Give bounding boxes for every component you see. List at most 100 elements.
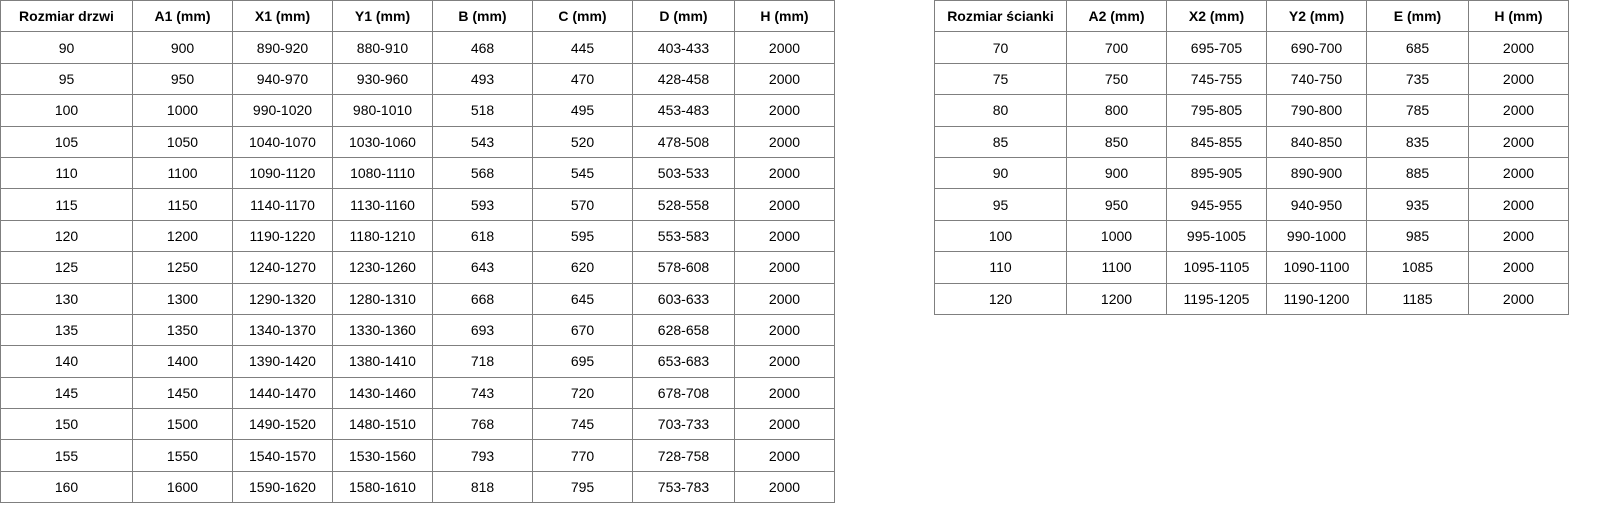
table-cell: 835 (1366, 125, 1469, 158)
table-cell: 1600 (132, 470, 233, 504)
table-cell: 110 (934, 251, 1067, 284)
table-row: 160 1600 1590-1620 1580-1610 818 795 753-783 20… (0, 470, 835, 504)
table-cell: 1185 (1366, 282, 1469, 315)
table-cell: 1080-1110 (332, 156, 433, 190)
table-cell: 2000 (734, 282, 835, 315)
table-cell: 900 (132, 31, 233, 64)
table-cell: 940-950 (1266, 188, 1367, 221)
table-cell: 1085 (1366, 251, 1469, 284)
table-cell: 2000 (734, 439, 835, 472)
table-cell: 950 (1066, 188, 1167, 221)
table-cell: 795-805 (1166, 94, 1267, 127)
table-cell: 818 (432, 470, 533, 504)
table-cell: 445 (532, 31, 633, 64)
table-cell: 2000 (1468, 219, 1569, 253)
table-cell: 2000 (1468, 31, 1569, 64)
table-cell: 985 (1366, 219, 1469, 253)
table-cell: 695-705 (1166, 31, 1267, 64)
table-cell: 2000 (734, 31, 835, 64)
table-cell: 145 (0, 376, 133, 410)
table-cell: 785 (1366, 94, 1469, 127)
table-cell: 2000 (734, 470, 835, 504)
table-cell: 1180-1210 (332, 219, 433, 253)
table-cell: 1530-1560 (332, 439, 433, 472)
table-cell: 628-658 (632, 313, 735, 347)
table-cell: 695 (532, 345, 633, 378)
table-cell: 403-433 (632, 31, 735, 64)
table-cell: 1040-1070 (232, 125, 333, 158)
wall-size-table: Rozmiar ścianki A2 (mm) X2 (mm) Y2 (mm) E (m… (934, 0, 1569, 315)
table-cell: 115 (0, 188, 133, 221)
table-cell: 2000 (734, 251, 835, 284)
table-cell: 643 (432, 251, 533, 284)
column-header: E (mm) (1366, 0, 1469, 33)
table-cell: 1400 (132, 345, 233, 378)
table-cell: 2000 (734, 94, 835, 127)
table-cell: 470 (532, 62, 633, 96)
table-row: 140 1400 1390-1420 1380-1410 718 695 653-683 20… (0, 345, 835, 378)
table-cell: 1430-1460 (332, 376, 433, 410)
table-cell: 690-700 (1266, 31, 1367, 64)
table-cell: 1100 (132, 156, 233, 190)
table-cell: 1195-1205 (1166, 282, 1267, 315)
table-cell: 693 (432, 313, 533, 347)
table-cell: 1580-1610 (332, 470, 433, 504)
table-cell: 1500 (132, 408, 233, 441)
table-row: 120 1200 1195-1205 1190-1200 1185 2000 (934, 282, 1569, 315)
table-cell: 520 (532, 125, 633, 158)
table-cell: 428-458 (632, 62, 735, 96)
table-cell: 75 (934, 62, 1067, 96)
table-cell: 130 (0, 282, 133, 315)
column-header: X1 (mm) (232, 0, 333, 33)
table-cell: 790-800 (1266, 94, 1367, 127)
table-cell: 2000 (1468, 282, 1569, 315)
table-cell: 493 (432, 62, 533, 96)
table-cell: 845-855 (1166, 125, 1267, 158)
table-cell: 2000 (1468, 188, 1569, 221)
table-row: 90 900 890-920 880-910 468 445 403-433 2000 (0, 31, 835, 64)
table-row: 100 1000 990-1020 980-1010 518 495 453-483 2000 (0, 94, 835, 127)
table-cell: 1190-1200 (1266, 282, 1367, 315)
table-cell: 653-683 (632, 345, 735, 378)
table-cell: 140 (0, 345, 133, 378)
table-cell: 135 (0, 313, 133, 347)
table-row: 155 1550 1540-1570 1530-1560 793 770 728-758 20… (0, 439, 835, 472)
table-cell: 1590-1620 (232, 470, 333, 504)
table-cell: 518 (432, 94, 533, 127)
table-cell: 620 (532, 251, 633, 284)
table-cell: 1490-1520 (232, 408, 333, 441)
table-cell: 1000 (132, 94, 233, 127)
table-row: 85 850 845-855 840-850 835 2000 (934, 125, 1569, 158)
table-cell: 105 (0, 125, 133, 158)
table-cell: 770 (532, 439, 633, 472)
table-cell: 543 (432, 125, 533, 158)
table-cell: 1290-1320 (232, 282, 333, 315)
table-cell: 850 (1066, 125, 1167, 158)
table-cell: 568 (432, 156, 533, 190)
table-cell: 1450 (132, 376, 233, 410)
table-cell: 750 (1066, 62, 1167, 96)
table-cell: 980-1010 (332, 94, 433, 127)
table-cell: 685 (1366, 31, 1469, 64)
table-cell: 768 (432, 408, 533, 441)
table-cell: 670 (532, 313, 633, 347)
column-header: C (mm) (532, 0, 633, 33)
table-cell: 2000 (1468, 156, 1569, 190)
table-cell: 478-508 (632, 125, 735, 158)
table-row: 105 1050 1040-1070 1030-1060 543 520 478-508 20… (0, 125, 835, 158)
table-row: 75 750 745-755 740-750 735 2000 (934, 62, 1569, 96)
table-cell: 1200 (132, 219, 233, 253)
table-cell: 2000 (734, 156, 835, 190)
table-cell: 1380-1410 (332, 345, 433, 378)
table-cell: 2000 (1468, 125, 1569, 158)
table-cell: 940-970 (232, 62, 333, 96)
column-header: B (mm) (432, 0, 533, 33)
table-cell: 95 (0, 62, 133, 96)
header-row: Rozmiar drzwi A1 (mm) X1 (mm) Y1 (mm) B (mm)… (0, 0, 835, 33)
table-cell: 1000 (1066, 219, 1167, 253)
table-row: 90 900 895-905 890-900 885 2000 (934, 156, 1569, 190)
table-cell: 2000 (734, 62, 835, 96)
table-cell: 800 (1066, 94, 1167, 127)
table-cell: 1190-1220 (232, 219, 333, 253)
table-cell: 945-955 (1166, 188, 1267, 221)
